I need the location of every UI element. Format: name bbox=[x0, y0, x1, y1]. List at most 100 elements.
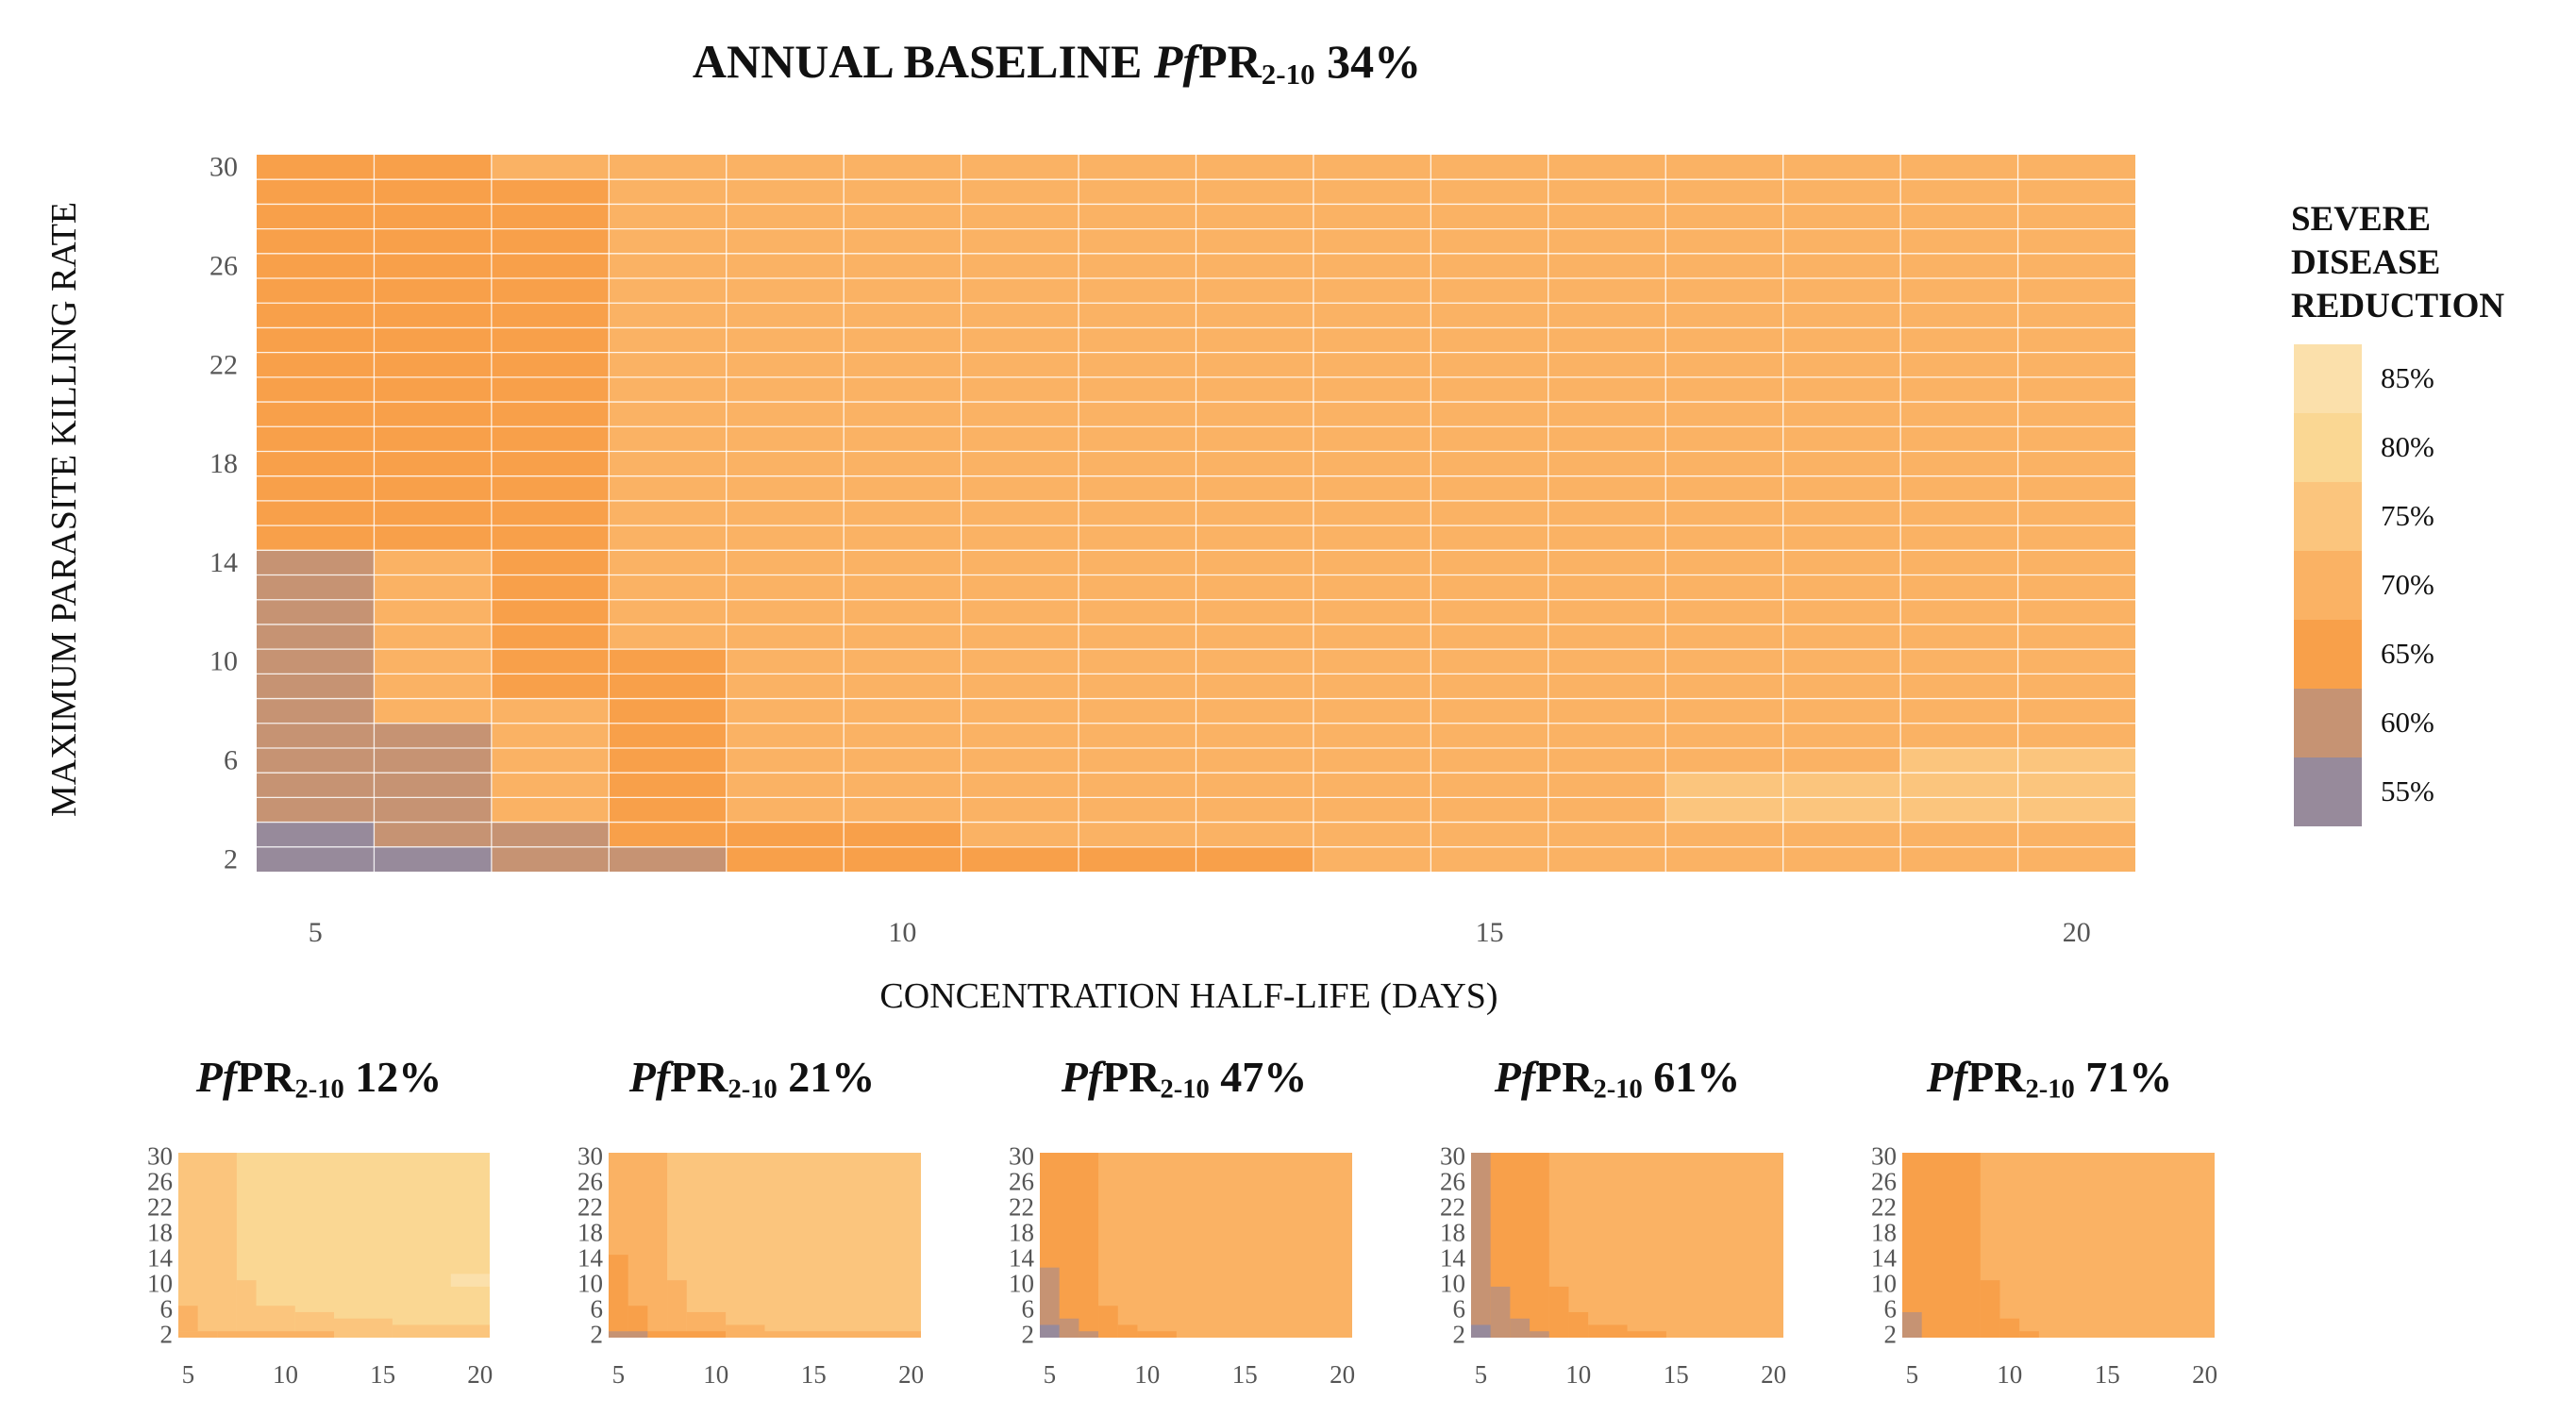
panel1-ytick-2: 2 bbox=[160, 1321, 174, 1349]
legend-swatch-70 bbox=[2294, 551, 2362, 620]
panel3-cell-4 bbox=[1137, 1331, 1177, 1338]
panel5-ytick-22: 22 bbox=[1871, 1192, 1897, 1221]
legend-label-80: 80% bbox=[2381, 430, 2434, 463]
panel4-xtick-15: 15 bbox=[1664, 1360, 1689, 1389]
panel2-ytick-26: 26 bbox=[577, 1167, 603, 1195]
panel5-xtick-10: 10 bbox=[1997, 1360, 2022, 1389]
panel1-ytick-22: 22 bbox=[147, 1192, 173, 1221]
panel0-xtick-10: 10 bbox=[888, 917, 916, 948]
panel3-xtick-20: 20 bbox=[1330, 1360, 1355, 1389]
panel5-xtick-5: 5 bbox=[1906, 1360, 1919, 1389]
panel2-xtick-5: 5 bbox=[612, 1360, 626, 1389]
panel4-xtick-20: 20 bbox=[1761, 1360, 1786, 1389]
panel5-ytick-26: 26 bbox=[1871, 1167, 1897, 1195]
panel5-cell-1 bbox=[1902, 1153, 1981, 1338]
panel1-xtick-15: 15 bbox=[370, 1360, 395, 1389]
mini-title-2: PfPR2-10 21% bbox=[628, 1053, 876, 1105]
panel3-ytick-22: 22 bbox=[1009, 1192, 1034, 1221]
main-title-value: 34% bbox=[1314, 35, 1422, 88]
panel0-cell-5 bbox=[726, 846, 1313, 872]
panel2-cell-2 bbox=[667, 1280, 687, 1338]
panel3-xtick-15: 15 bbox=[1232, 1360, 1258, 1389]
panel4-xtick-5: 5 bbox=[1475, 1360, 1488, 1389]
panel0-xtick-5: 5 bbox=[309, 917, 323, 948]
legend-label-55: 55% bbox=[2381, 774, 2434, 807]
panel0-xtick-20: 20 bbox=[2063, 917, 2091, 948]
panel0-ytick-2: 2 bbox=[224, 843, 238, 874]
panel4-ytick-30: 30 bbox=[1440, 1141, 1465, 1170]
panel2-cell-5 bbox=[764, 1331, 921, 1338]
legend-label-70: 70% bbox=[2381, 568, 2434, 601]
panel2-cell-9 bbox=[609, 1331, 648, 1338]
main-title-italic: Pf bbox=[1153, 35, 1199, 88]
panel0-xtick-15: 15 bbox=[1476, 917, 1504, 948]
panel2-cell-8 bbox=[647, 1331, 727, 1338]
panel5-cell-2 bbox=[1980, 1280, 2000, 1338]
panel3-cell-8 bbox=[1040, 1324, 1060, 1338]
panel1-ytick-10: 10 bbox=[147, 1270, 173, 1298]
panel4-ytick-14: 14 bbox=[1440, 1244, 1466, 1273]
panel5-ytick-6: 6 bbox=[1884, 1295, 1898, 1323]
panel3-xtick-10: 10 bbox=[1134, 1360, 1160, 1389]
panel4-ytick-10: 10 bbox=[1440, 1270, 1465, 1298]
mini-title-5: PfPR2-10 71% bbox=[1926, 1053, 2173, 1105]
panel0-cell-9 bbox=[609, 846, 727, 872]
panel2-xtick-15: 15 bbox=[801, 1360, 827, 1389]
mini-title-3: PfPR2-10 47% bbox=[1061, 1053, 1308, 1105]
panel3-ytick-10: 10 bbox=[1009, 1270, 1034, 1298]
panel5-xtick-20: 20 bbox=[2192, 1360, 2217, 1389]
panel3-ytick-26: 26 bbox=[1009, 1167, 1034, 1195]
legend-swatch-60 bbox=[2294, 689, 2362, 757]
panel1-cell-10 bbox=[217, 1331, 334, 1338]
legend-label-85: 85% bbox=[2381, 361, 2434, 394]
panel4-ytick-6: 6 bbox=[1453, 1295, 1466, 1323]
panel1-xtick-10: 10 bbox=[273, 1360, 298, 1389]
panel4-cell-4 bbox=[1588, 1324, 1628, 1338]
legend-label-75: 75% bbox=[2381, 499, 2434, 532]
panel4-cell-3 bbox=[1568, 1311, 1589, 1338]
panel3-xtick-5: 5 bbox=[1044, 1360, 1057, 1389]
panel2-ytick-14: 14 bbox=[577, 1244, 604, 1273]
panel0-ytick-18: 18 bbox=[209, 448, 238, 479]
panel5-xtick-15: 15 bbox=[2095, 1360, 2120, 1389]
panel2-cell-4 bbox=[726, 1324, 765, 1338]
legend-label-65: 65% bbox=[2381, 637, 2434, 670]
panel2-cell-6 bbox=[609, 1255, 628, 1332]
panel3-cell-2 bbox=[1098, 1306, 1118, 1338]
panel0-cell-2 bbox=[491, 179, 610, 699]
panel3-ytick-14: 14 bbox=[1009, 1244, 1035, 1273]
panel2-ytick-10: 10 bbox=[577, 1270, 603, 1298]
panel1-xtick-5: 5 bbox=[182, 1360, 195, 1389]
panel3-cell-6 bbox=[1059, 1318, 1079, 1338]
panel5-cell-3 bbox=[1999, 1318, 2020, 1338]
panel1-ytick-30: 30 bbox=[147, 1141, 173, 1170]
panel4-cell-5 bbox=[1627, 1331, 1666, 1338]
panel4-ytick-2: 2 bbox=[1453, 1321, 1466, 1349]
panel2-ytick-18: 18 bbox=[577, 1218, 603, 1246]
panel0-ytick-26: 26 bbox=[209, 250, 238, 281]
main-title-subscript: 2-10 bbox=[1261, 57, 1315, 91]
panel1-cell-9 bbox=[178, 1331, 218, 1338]
panel3-cell-3 bbox=[1117, 1324, 1138, 1338]
legend-title: SEVERE DISEASE REDUCTION bbox=[2291, 198, 2574, 328]
legend-swatch-80 bbox=[2294, 413, 2362, 482]
panel2-ytick-6: 6 bbox=[591, 1295, 604, 1323]
panel5-ytick-14: 14 bbox=[1871, 1244, 1898, 1273]
panel2-xtick-20: 20 bbox=[898, 1360, 924, 1389]
panel0-ytick-6: 6 bbox=[224, 745, 238, 776]
panel4-ytick-26: 26 bbox=[1440, 1167, 1465, 1195]
legend-swatch-75 bbox=[2294, 482, 2362, 551]
panel0-ytick-30: 30 bbox=[209, 152, 238, 183]
legend-title-line-1: SEVERE bbox=[2291, 200, 2432, 239]
panel2-xtick-10: 10 bbox=[703, 1360, 728, 1389]
panel1-cell-5 bbox=[334, 1318, 393, 1338]
panel1-xtick-20: 20 bbox=[467, 1360, 493, 1389]
panel5-ytick-30: 30 bbox=[1871, 1141, 1897, 1170]
panel4-cell-10 bbox=[1471, 1324, 1491, 1338]
panel1-cell-8 bbox=[178, 1306, 198, 1332]
panel2-cell-7 bbox=[627, 1306, 648, 1338]
panel0-ytick-10: 10 bbox=[209, 646, 238, 677]
panel0-cell-11 bbox=[374, 846, 492, 872]
panel1-cell-2 bbox=[236, 1280, 257, 1338]
